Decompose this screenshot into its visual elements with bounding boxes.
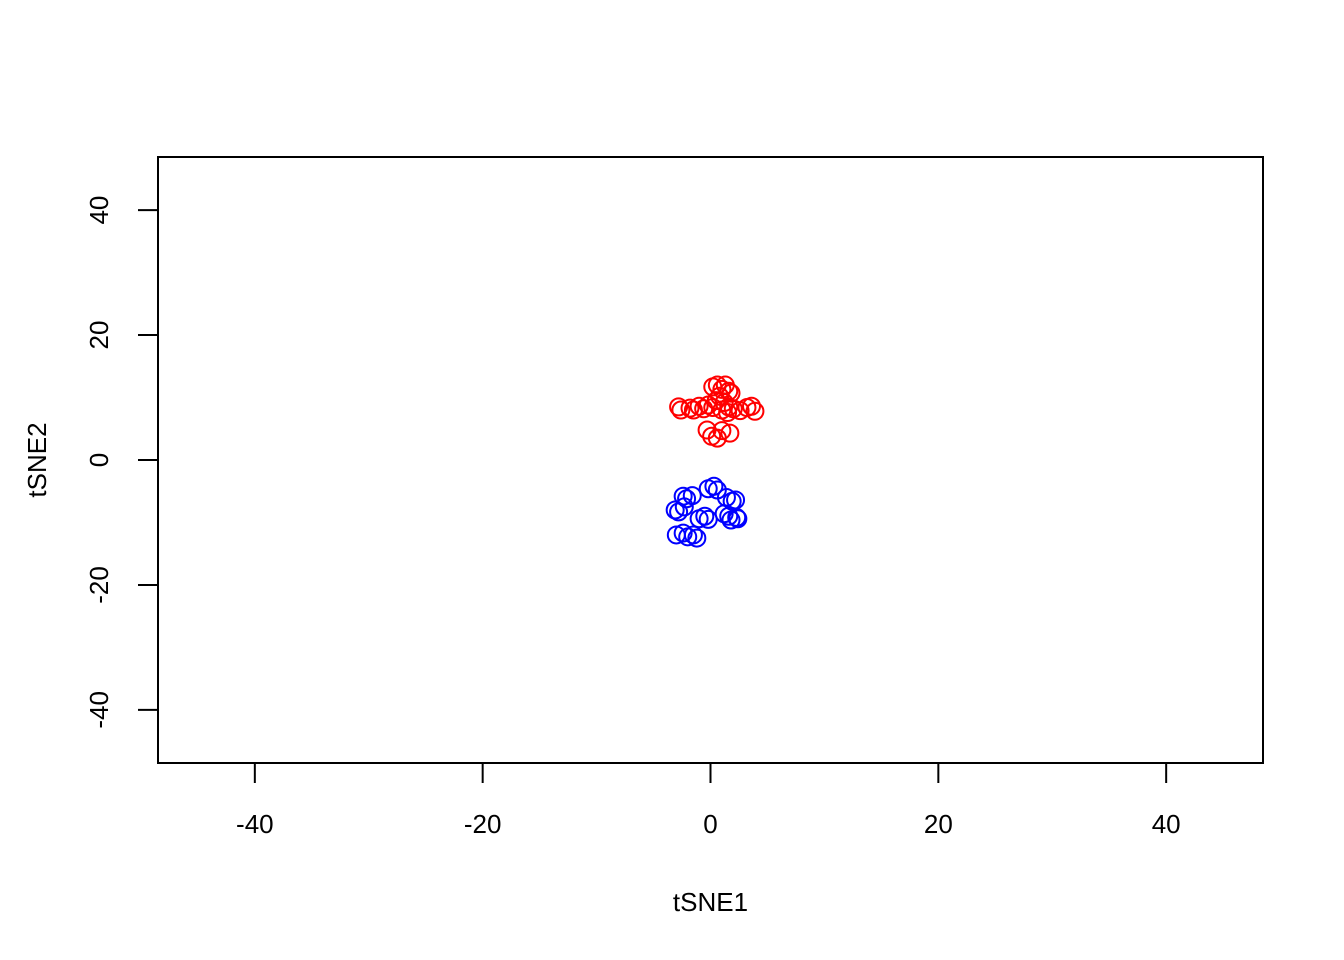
data-point <box>728 509 748 529</box>
data-point <box>665 500 685 520</box>
data-point <box>721 383 741 403</box>
data-point <box>719 397 739 417</box>
data-point <box>669 397 689 417</box>
data-point <box>727 507 747 527</box>
data-point <box>673 523 693 543</box>
data-point <box>674 497 694 517</box>
data-point <box>707 375 727 395</box>
data-point <box>695 506 715 526</box>
tick-layer: -40 -20 0 20 40 -40 -20 0 20 40 <box>84 196 1181 839</box>
data-point <box>720 423 740 443</box>
x-axis-label: tSNE1 <box>673 887 748 917</box>
data-point <box>673 486 693 506</box>
point-layer <box>665 375 765 548</box>
data-point <box>671 400 691 420</box>
x-tick-label: 40 <box>1152 809 1181 839</box>
plot-frame <box>157 156 1264 764</box>
x-tick-label: -20 <box>464 809 502 839</box>
data-point <box>742 396 762 416</box>
data-point <box>745 401 765 421</box>
x-tick-label: 20 <box>924 809 953 839</box>
y-tick-label: -20 <box>84 566 114 604</box>
data-point <box>680 398 700 418</box>
data-point <box>712 421 732 441</box>
data-point <box>687 528 707 548</box>
y-axis-label: tSNE2 <box>22 422 52 497</box>
x-tick-label: 0 <box>703 809 717 839</box>
y-tick-label: 40 <box>84 196 114 225</box>
data-point <box>706 391 726 411</box>
y-tick-label: 0 <box>84 453 114 467</box>
data-point <box>683 525 703 545</box>
y-tick-label: 20 <box>84 321 114 350</box>
data-point <box>714 504 734 524</box>
y-tick-label: -40 <box>84 691 114 729</box>
data-point <box>719 381 739 401</box>
x-tick-label: -40 <box>236 809 274 839</box>
data-point <box>704 476 724 496</box>
